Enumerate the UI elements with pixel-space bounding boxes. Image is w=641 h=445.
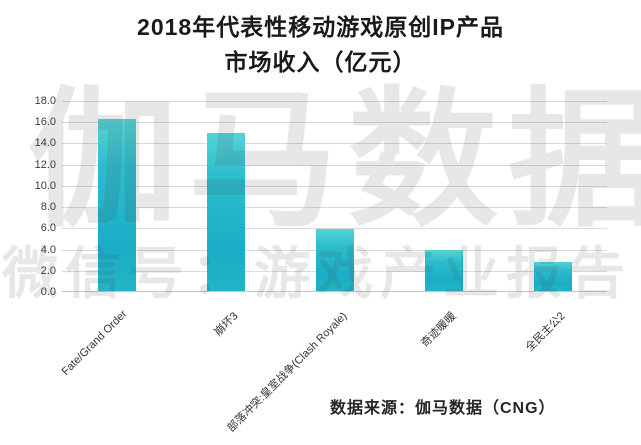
bar xyxy=(206,132,245,291)
data-source-note: 数据来源：伽马数据（CNG） xyxy=(330,400,556,417)
x-axis-line xyxy=(62,291,607,292)
y-tick-label: 18.0 xyxy=(34,95,56,107)
bar xyxy=(424,249,463,291)
y-tick-label: 14.0 xyxy=(34,137,56,150)
chart-title: 2018年代表性移动游戏原创IP产品 市场收入（亿元） xyxy=(0,10,641,80)
y-tick-label: 2.0 xyxy=(40,264,56,277)
gridline xyxy=(62,164,607,166)
y-tick-label: 4.0 xyxy=(40,243,56,256)
x-tick-label: 全民主公2 xyxy=(523,310,568,355)
y-tick-label: 8.0 xyxy=(40,201,56,214)
y-tick-label: 12.0 xyxy=(34,158,56,171)
gridline xyxy=(62,228,607,230)
y-tick-label: 0.0 xyxy=(40,286,56,298)
y-tick-label: 16.0 xyxy=(34,116,56,129)
gridline xyxy=(62,185,607,187)
gridline xyxy=(62,101,607,102)
y-tick-label: 10.0 xyxy=(34,179,56,192)
x-tick-label: Fate/Grand Order xyxy=(59,308,129,378)
gridline xyxy=(62,207,607,209)
bar xyxy=(97,119,136,291)
bar xyxy=(315,229,354,291)
gridline xyxy=(62,122,607,124)
gridline xyxy=(62,143,607,145)
plot-area xyxy=(62,101,607,292)
chart-title-line1: 2018年代表性移动游戏原创IP产品 xyxy=(137,14,504,40)
x-tick-label: 崩坏3 xyxy=(211,310,241,339)
x-tick-label: 奇迹暖暖 xyxy=(418,310,459,350)
y-tick-label: 6.0 xyxy=(40,222,56,235)
bar xyxy=(533,262,572,291)
chart-title-line2: 市场收入（亿元） xyxy=(224,49,417,75)
